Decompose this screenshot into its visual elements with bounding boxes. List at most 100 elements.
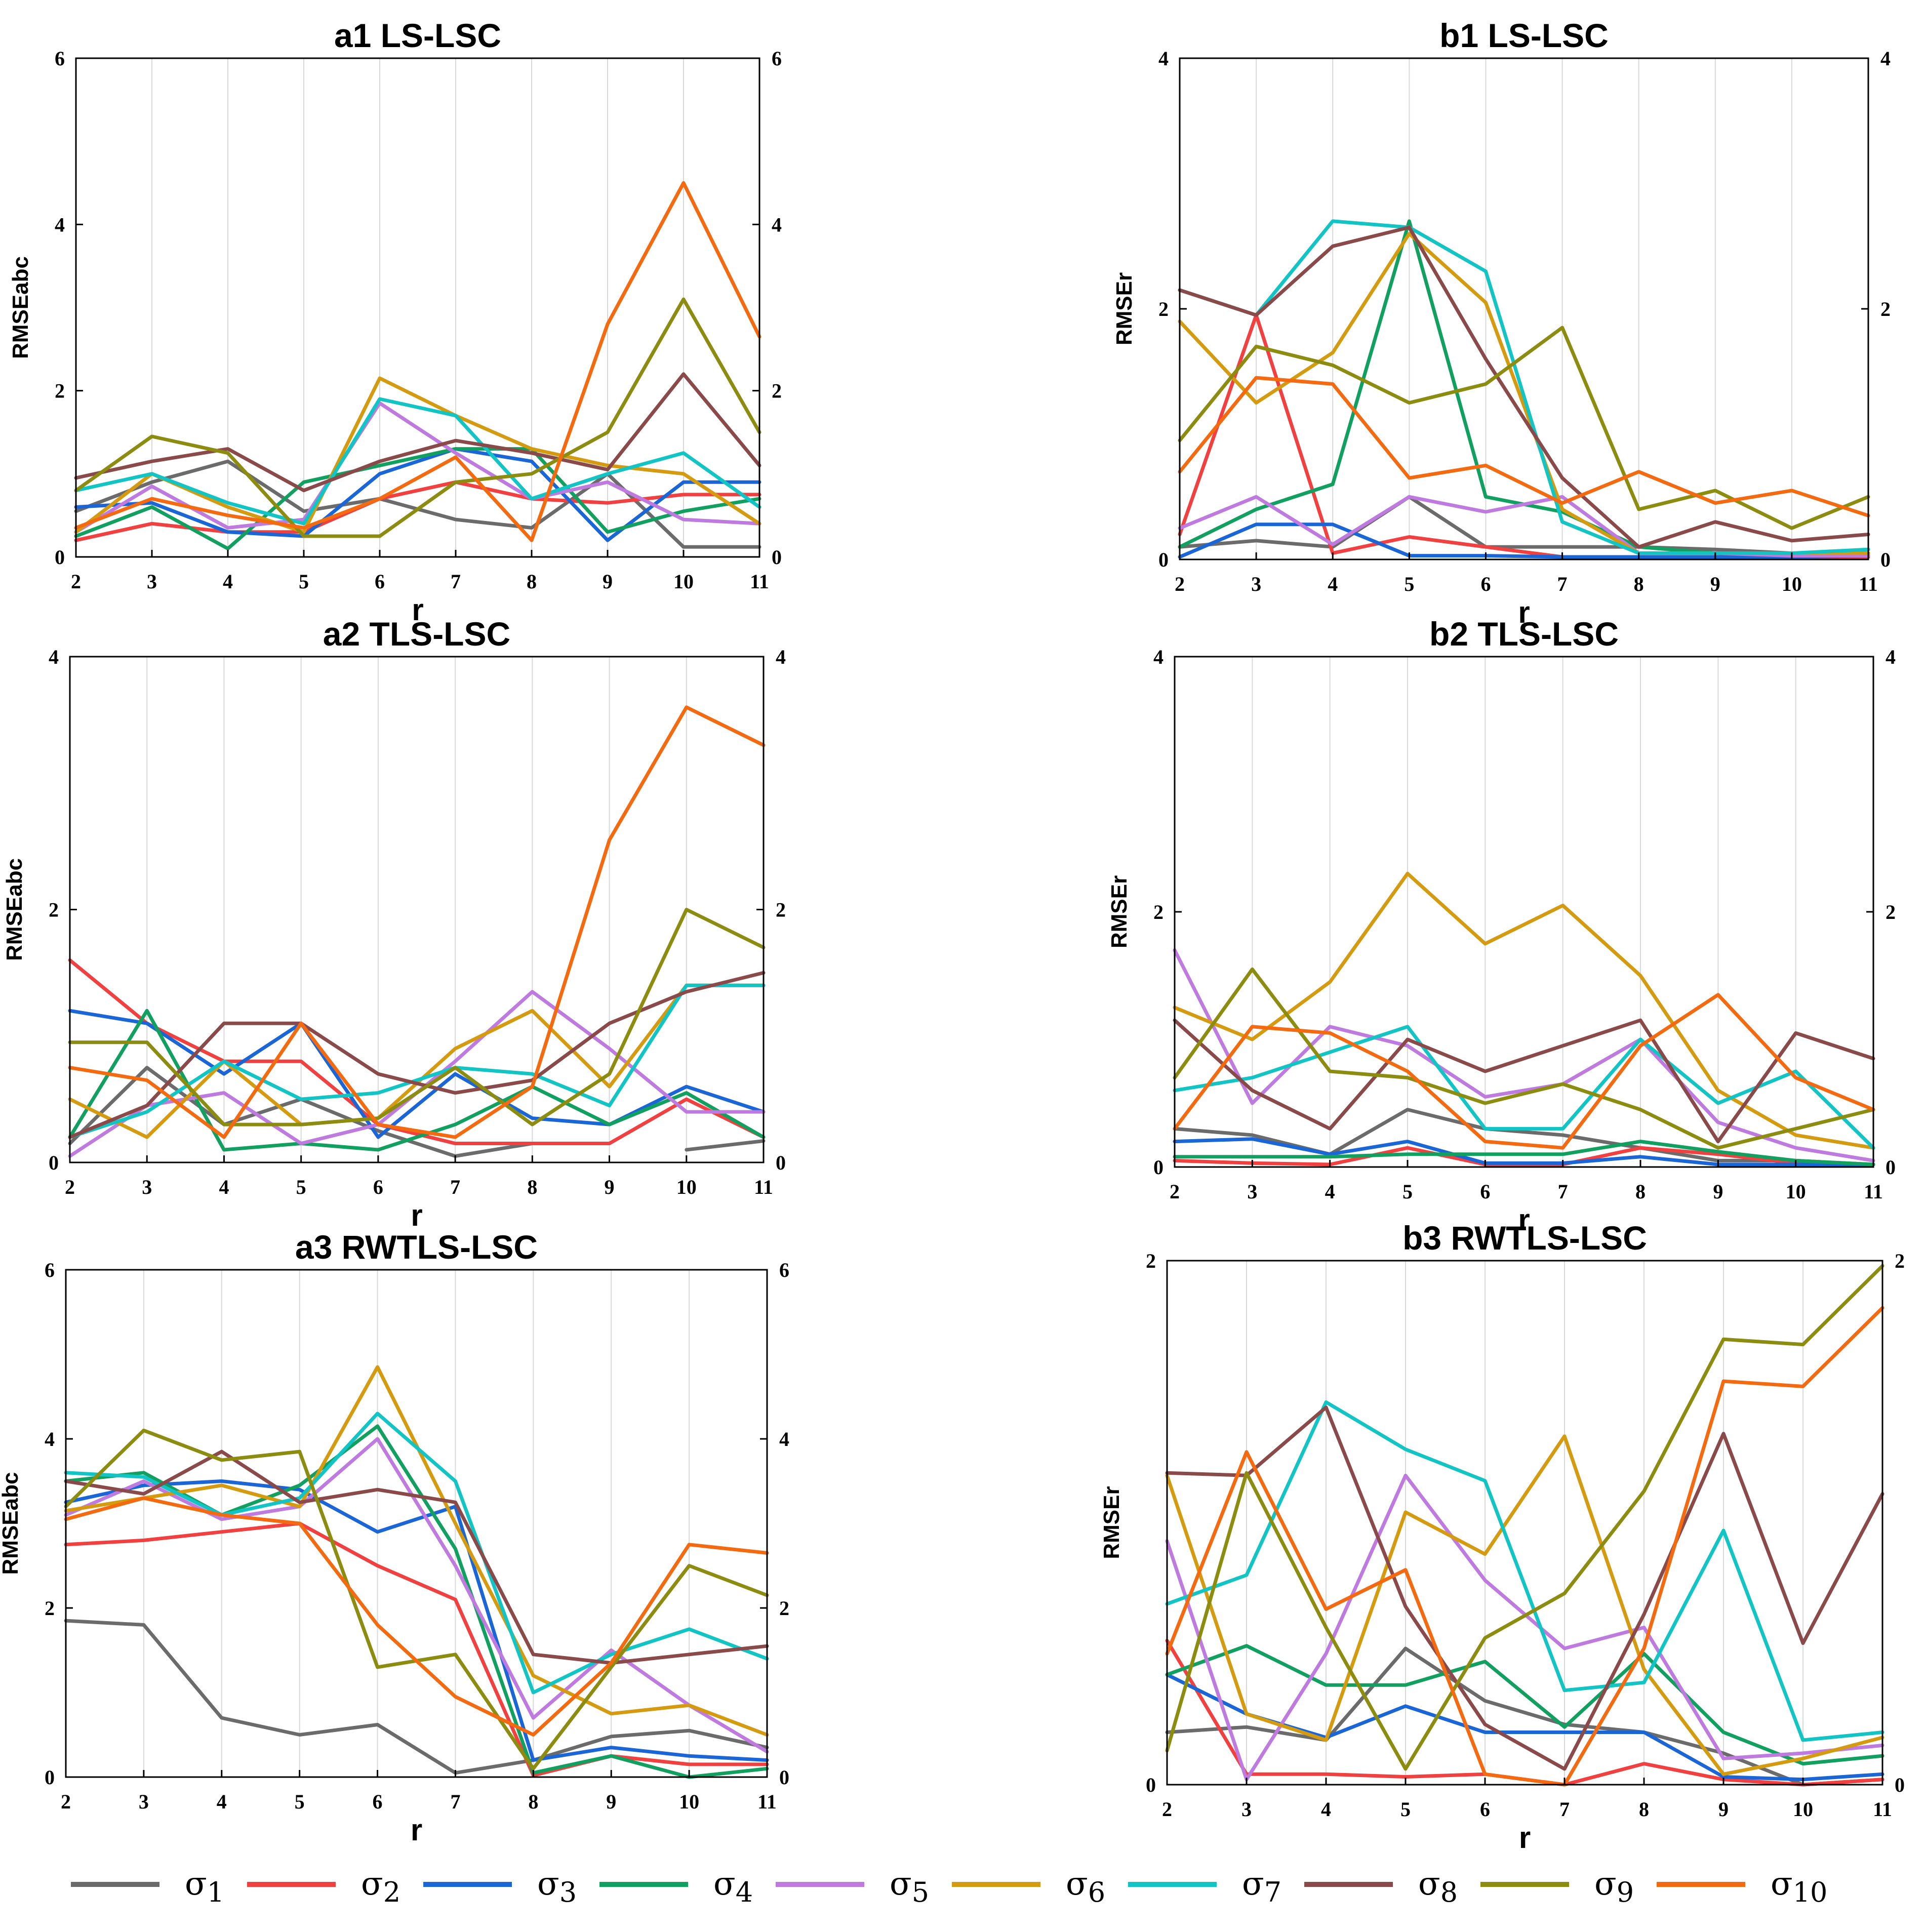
x-tick-label: 8 <box>1634 573 1644 595</box>
y-axis-label: RMSEr <box>1099 1486 1124 1559</box>
y-axis-label: RMSEabc <box>0 1472 23 1575</box>
x-tick-label: 9 <box>1710 573 1720 595</box>
y-tick-label: 0 <box>1153 1156 1164 1179</box>
y-tick-label: 2 <box>45 1597 55 1620</box>
x-tick-label: 6 <box>373 1176 383 1198</box>
x-tick-label: 6 <box>1480 573 1491 595</box>
x-tick-label: 9 <box>606 1790 616 1813</box>
y-tick-label-right: 0 <box>1880 548 1891 571</box>
x-tick-label: 10 <box>679 1790 699 1813</box>
legend-item: σ1 <box>71 1865 224 1908</box>
y-tick-label: 2 <box>55 380 65 402</box>
legend-symbol: σ <box>537 1865 559 1903</box>
legend-label: σ8 <box>1418 1865 1458 1908</box>
plot-frame <box>75 57 760 558</box>
legend-subscript: 5 <box>912 1876 929 1908</box>
series-line-σ8 <box>64 1450 769 1665</box>
series-line-σ7 <box>1178 219 1870 555</box>
x-tick-label: 11 <box>750 570 769 593</box>
legend-label: σ7 <box>1242 1865 1281 1908</box>
x-tick-label: 3 <box>147 570 157 593</box>
series-line-σ8 <box>1178 225 1870 549</box>
x-tick-label: 3 <box>139 1790 149 1813</box>
x-tick-label: 2 <box>1170 1180 1180 1203</box>
y-tick-label: 0 <box>1146 1774 1156 1796</box>
legend-symbol: σ <box>1594 1865 1617 1903</box>
series-line-σ7 <box>68 983 766 1139</box>
series-line-σ4 <box>74 447 761 551</box>
x-tick-label: 5 <box>299 570 309 593</box>
x-tick-label: 7 <box>450 1176 460 1198</box>
series-line-σ6 <box>1173 871 1875 1150</box>
series-line-σ4 <box>68 1009 766 1152</box>
y-tick-label: 0 <box>49 1151 59 1174</box>
y-tick-label-right: 0 <box>772 546 782 569</box>
legend-symbol: σ <box>185 1865 207 1903</box>
y-tick-label: 4 <box>55 213 65 236</box>
y-tick-label-right: 4 <box>1880 47 1891 70</box>
series-line-σ9 <box>74 297 761 538</box>
chart-title: b1 LS-LSC <box>1439 17 1609 54</box>
y-tick-label-right: 0 <box>779 1766 789 1789</box>
series-line-σ3 <box>74 447 761 542</box>
series-line-σ4 <box>64 1424 769 1779</box>
x-axis-label: r <box>411 1198 422 1232</box>
x-tick-label: 9 <box>603 570 613 593</box>
x-tick-label: 7 <box>450 1790 460 1813</box>
legend-label: σ5 <box>890 1865 929 1908</box>
series-line-σ3 <box>1173 1137 1875 1166</box>
y-tick-label-right: 2 <box>1880 298 1891 320</box>
y-tick-label: 4 <box>49 646 59 668</box>
y-axis-label: RMSEabc <box>8 256 33 359</box>
series-line-σ7 <box>1173 1025 1875 1150</box>
y-tick-label: 0 <box>55 546 65 569</box>
series-line-σ10 <box>1165 1306 1884 1787</box>
y-axis-label: RMSEabc <box>2 858 27 961</box>
legend-label: σ4 <box>713 1865 753 1908</box>
x-tick-label: 2 <box>65 1176 75 1198</box>
y-tick-label-right: 2 <box>779 1597 789 1620</box>
y-tick-label: 4 <box>1158 47 1169 70</box>
y-tick-label-right: 0 <box>1886 1156 1896 1179</box>
y-tick-label-right: 2 <box>1895 1250 1905 1272</box>
legend-subscript: 6 <box>1088 1876 1105 1908</box>
legend-subscript: 10 <box>1793 1876 1828 1908</box>
legend-subscript: 7 <box>1264 1876 1281 1908</box>
legend-symbol: σ <box>361 1865 383 1903</box>
plot-frame <box>65 1269 768 1778</box>
x-tick-label: 4 <box>219 1176 229 1198</box>
y-tick-label-right: 4 <box>776 646 786 668</box>
y-tick-label: 2 <box>1153 901 1164 923</box>
y-axis-label: RMSEr <box>1107 875 1132 948</box>
x-tick-label: 9 <box>1713 1180 1723 1203</box>
series-line-σ9 <box>1165 1264 1884 1771</box>
x-tick-label: 9 <box>605 1176 615 1198</box>
x-tick-label: 2 <box>1162 1798 1172 1821</box>
x-tick-label: 11 <box>754 1176 773 1198</box>
x-tick-label: 3 <box>142 1176 152 1198</box>
y-tick-label-right: 4 <box>772 213 782 236</box>
legend-item: σ7 <box>1128 1865 1281 1908</box>
series-line-σ9 <box>64 1428 769 1770</box>
x-tick-label: 2 <box>1175 573 1185 595</box>
x-axis-label: r <box>1519 1821 1531 1855</box>
legend-symbol: σ <box>1242 1865 1264 1903</box>
series-line-σ7 <box>64 1412 769 1695</box>
series-line-σ6 <box>74 376 761 534</box>
y-tick-label: 2 <box>1146 1250 1156 1272</box>
series-line-σ6 <box>1165 1434 1884 1776</box>
y-tick-label: 0 <box>1158 548 1169 571</box>
x-tick-label: 10 <box>1782 573 1802 595</box>
y-tick-label-right: 4 <box>779 1428 789 1451</box>
legend-item: σ2 <box>247 1865 400 1908</box>
series-line-σ5 <box>64 1437 769 1754</box>
legend-symbol: σ <box>1771 1865 1793 1903</box>
plot-frame <box>1166 1260 1883 1786</box>
chart-title: a2 TLS-LSC <box>323 615 510 653</box>
series-line-σ3 <box>64 1479 769 1762</box>
x-tick-label: 4 <box>223 570 233 593</box>
x-tick-label: 6 <box>1480 1798 1490 1821</box>
